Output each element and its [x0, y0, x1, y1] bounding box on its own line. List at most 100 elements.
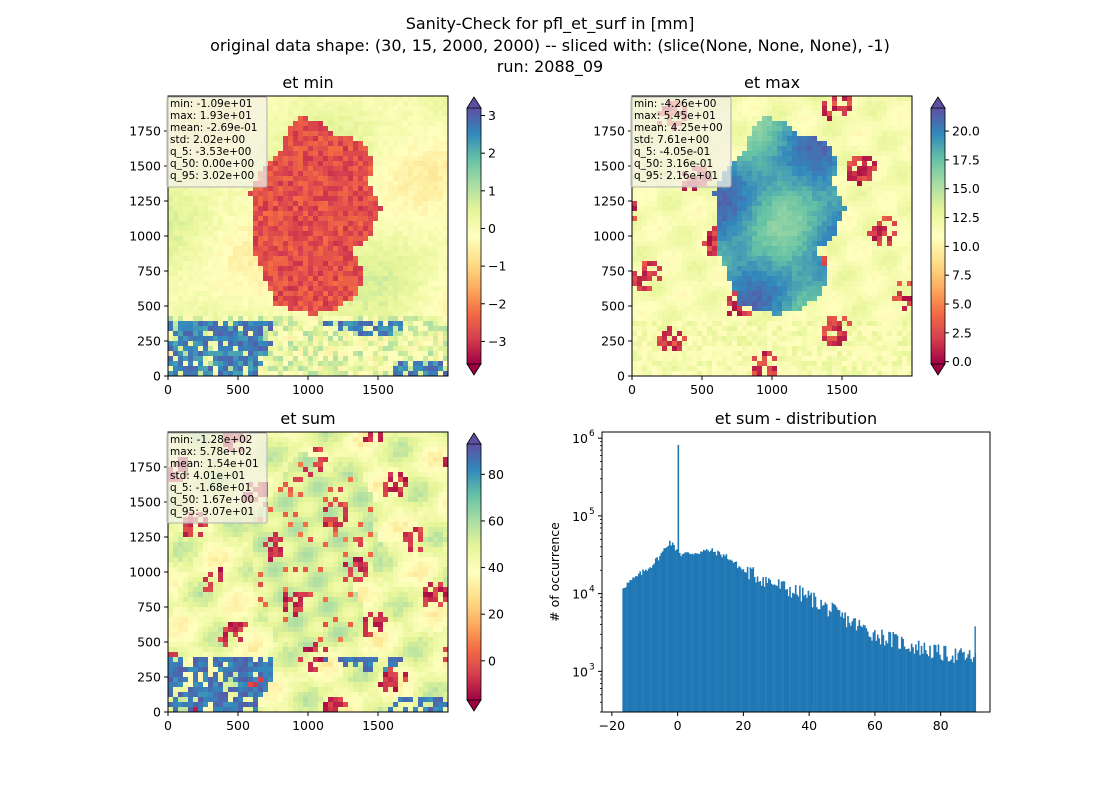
histogram-bar — [954, 648, 957, 712]
histogram-bar — [660, 552, 663, 712]
histogram-bar — [793, 593, 796, 712]
histogram-bar — [697, 553, 699, 712]
histogram-bar — [842, 618, 845, 712]
histogram-bar — [797, 596, 800, 712]
histogram-bar — [958, 650, 961, 712]
histogram-bar — [919, 655, 921, 712]
histogram-bar — [666, 547, 668, 712]
y-tick-label: 1250 — [129, 194, 161, 209]
histogram-bar — [964, 659, 967, 712]
stats-line: min: -1.09e+01 — [170, 98, 252, 110]
histogram-bar — [765, 577, 767, 712]
histogram-bar — [848, 622, 851, 712]
histogram-bar — [926, 654, 928, 712]
histogram-bar — [680, 556, 682, 712]
stats-line: max: 5.78e+02 — [170, 446, 252, 458]
histogram-bar — [799, 585, 801, 712]
histogram-bar — [769, 579, 772, 712]
histogram-bar — [801, 587, 804, 712]
stats-line: mean: 4.25e+00 — [634, 122, 723, 134]
histogram-bar — [739, 567, 742, 712]
colorbar-tick-label: 15.0 — [952, 181, 980, 196]
histogram-bar — [722, 554, 725, 712]
histogram-bar — [786, 589, 789, 712]
y-tick-label: 500 — [601, 299, 625, 314]
y-tick-label: 250 — [137, 334, 161, 349]
histogram-bar — [736, 568, 739, 712]
histogram-bar — [818, 609, 821, 712]
histogram-bar — [738, 566, 740, 712]
histogram-bar — [824, 602, 827, 712]
y-tick-label: 10 — [572, 509, 588, 524]
panel-et-sum: et sum 0 500 1000 1500 0 250 500 750 1000 1250 15… — [129, 409, 504, 733]
y-tick-label: 10 — [572, 431, 588, 446]
histogram-bar — [625, 587, 627, 712]
histogram-bar — [913, 653, 916, 712]
y-tick-label: 1000 — [129, 229, 161, 244]
histogram-bar — [915, 644, 917, 712]
histogram-bar — [974, 626, 976, 712]
y-tick-label: 1000 — [593, 229, 625, 244]
histogram-bar — [639, 571, 641, 712]
histogram-bar — [885, 640, 887, 712]
histogram-bar — [929, 645, 931, 712]
histogram-bar — [924, 650, 927, 712]
colorbar: −3 −2 −1 0 1 2 3 — [466, 96, 506, 376]
colorbar-gradient — [931, 108, 945, 364]
stats-line: q_95: 9.07e+01 — [170, 506, 254, 518]
histogram-bar — [677, 444, 680, 712]
panel-title: et max — [744, 73, 800, 92]
histogram-bar — [745, 572, 748, 712]
histogram-bar — [864, 625, 866, 712]
histogram-bar — [899, 648, 902, 712]
histogram-bar — [940, 659, 943, 712]
histogram-bar — [803, 595, 805, 712]
histogram-bar — [691, 553, 694, 712]
y-tick-label: 1500 — [129, 495, 161, 510]
histogram-bar — [835, 607, 838, 712]
histogram-bar — [636, 576, 639, 712]
figure-title-line-3: run: 2088_09 — [497, 57, 603, 77]
x-axis: 0 500 1000 1500 — [628, 376, 858, 397]
histogram-bar — [724, 556, 726, 712]
y-tick-label: 250 — [137, 670, 161, 685]
x-axis: −20 0 20 40 60 80 — [599, 712, 949, 733]
histogram-bar — [933, 644, 936, 712]
histogram-bar — [900, 636, 903, 712]
panel-title: et sum - distribution — [715, 409, 877, 428]
histogram-bar — [756, 576, 759, 712]
stats-line: q_50: 3.16e-01 — [634, 158, 713, 170]
colorbar-tick-label: 2.5 — [952, 325, 972, 340]
y-tick-label: 500 — [137, 299, 161, 314]
x-tick-label: 500 — [226, 718, 250, 733]
histogram-bar — [776, 585, 779, 712]
histogram-bar — [905, 649, 907, 712]
histogram-bar — [857, 625, 859, 712]
histogram-bar — [934, 645, 937, 712]
histogram-bar — [719, 554, 722, 712]
histogram-bar — [898, 648, 900, 712]
y-tick-label: 1250 — [593, 194, 625, 209]
y-tick-exponent: 6 — [589, 429, 595, 439]
histogram-bar — [707, 550, 709, 712]
histogram-bar — [893, 634, 896, 712]
histogram-bar — [646, 570, 649, 712]
histogram-bar — [684, 552, 687, 712]
stats-line: mean: 1.54e+01 — [170, 458, 259, 470]
stats-line: max: 1.93e+01 — [170, 110, 252, 122]
colorbar-tick-label: 20.0 — [952, 124, 980, 139]
colorbar: 0.0 2.5 5.0 7.5 10.0 12.5 15.0 17.5 20.0 — [930, 96, 980, 376]
panel-et-min: et min 0 500 1000 1500 0 250 500 750 1000 1250 15… — [129, 73, 506, 397]
histogram-bar — [751, 568, 753, 712]
colorbar-tick-label: 0 — [488, 653, 496, 668]
histogram-bar — [683, 553, 685, 712]
histogram-bar — [645, 569, 647, 712]
colorbar-extend-min — [930, 363, 946, 376]
x-axis: 0 500 1000 1500 — [164, 376, 394, 397]
colorbar-extend-min — [466, 699, 482, 712]
colorbar-tick-label: 60 — [488, 513, 504, 528]
histogram-bar — [823, 605, 825, 712]
colorbar-tick-label: 0 — [488, 221, 496, 236]
histogram-bar — [834, 605, 837, 712]
